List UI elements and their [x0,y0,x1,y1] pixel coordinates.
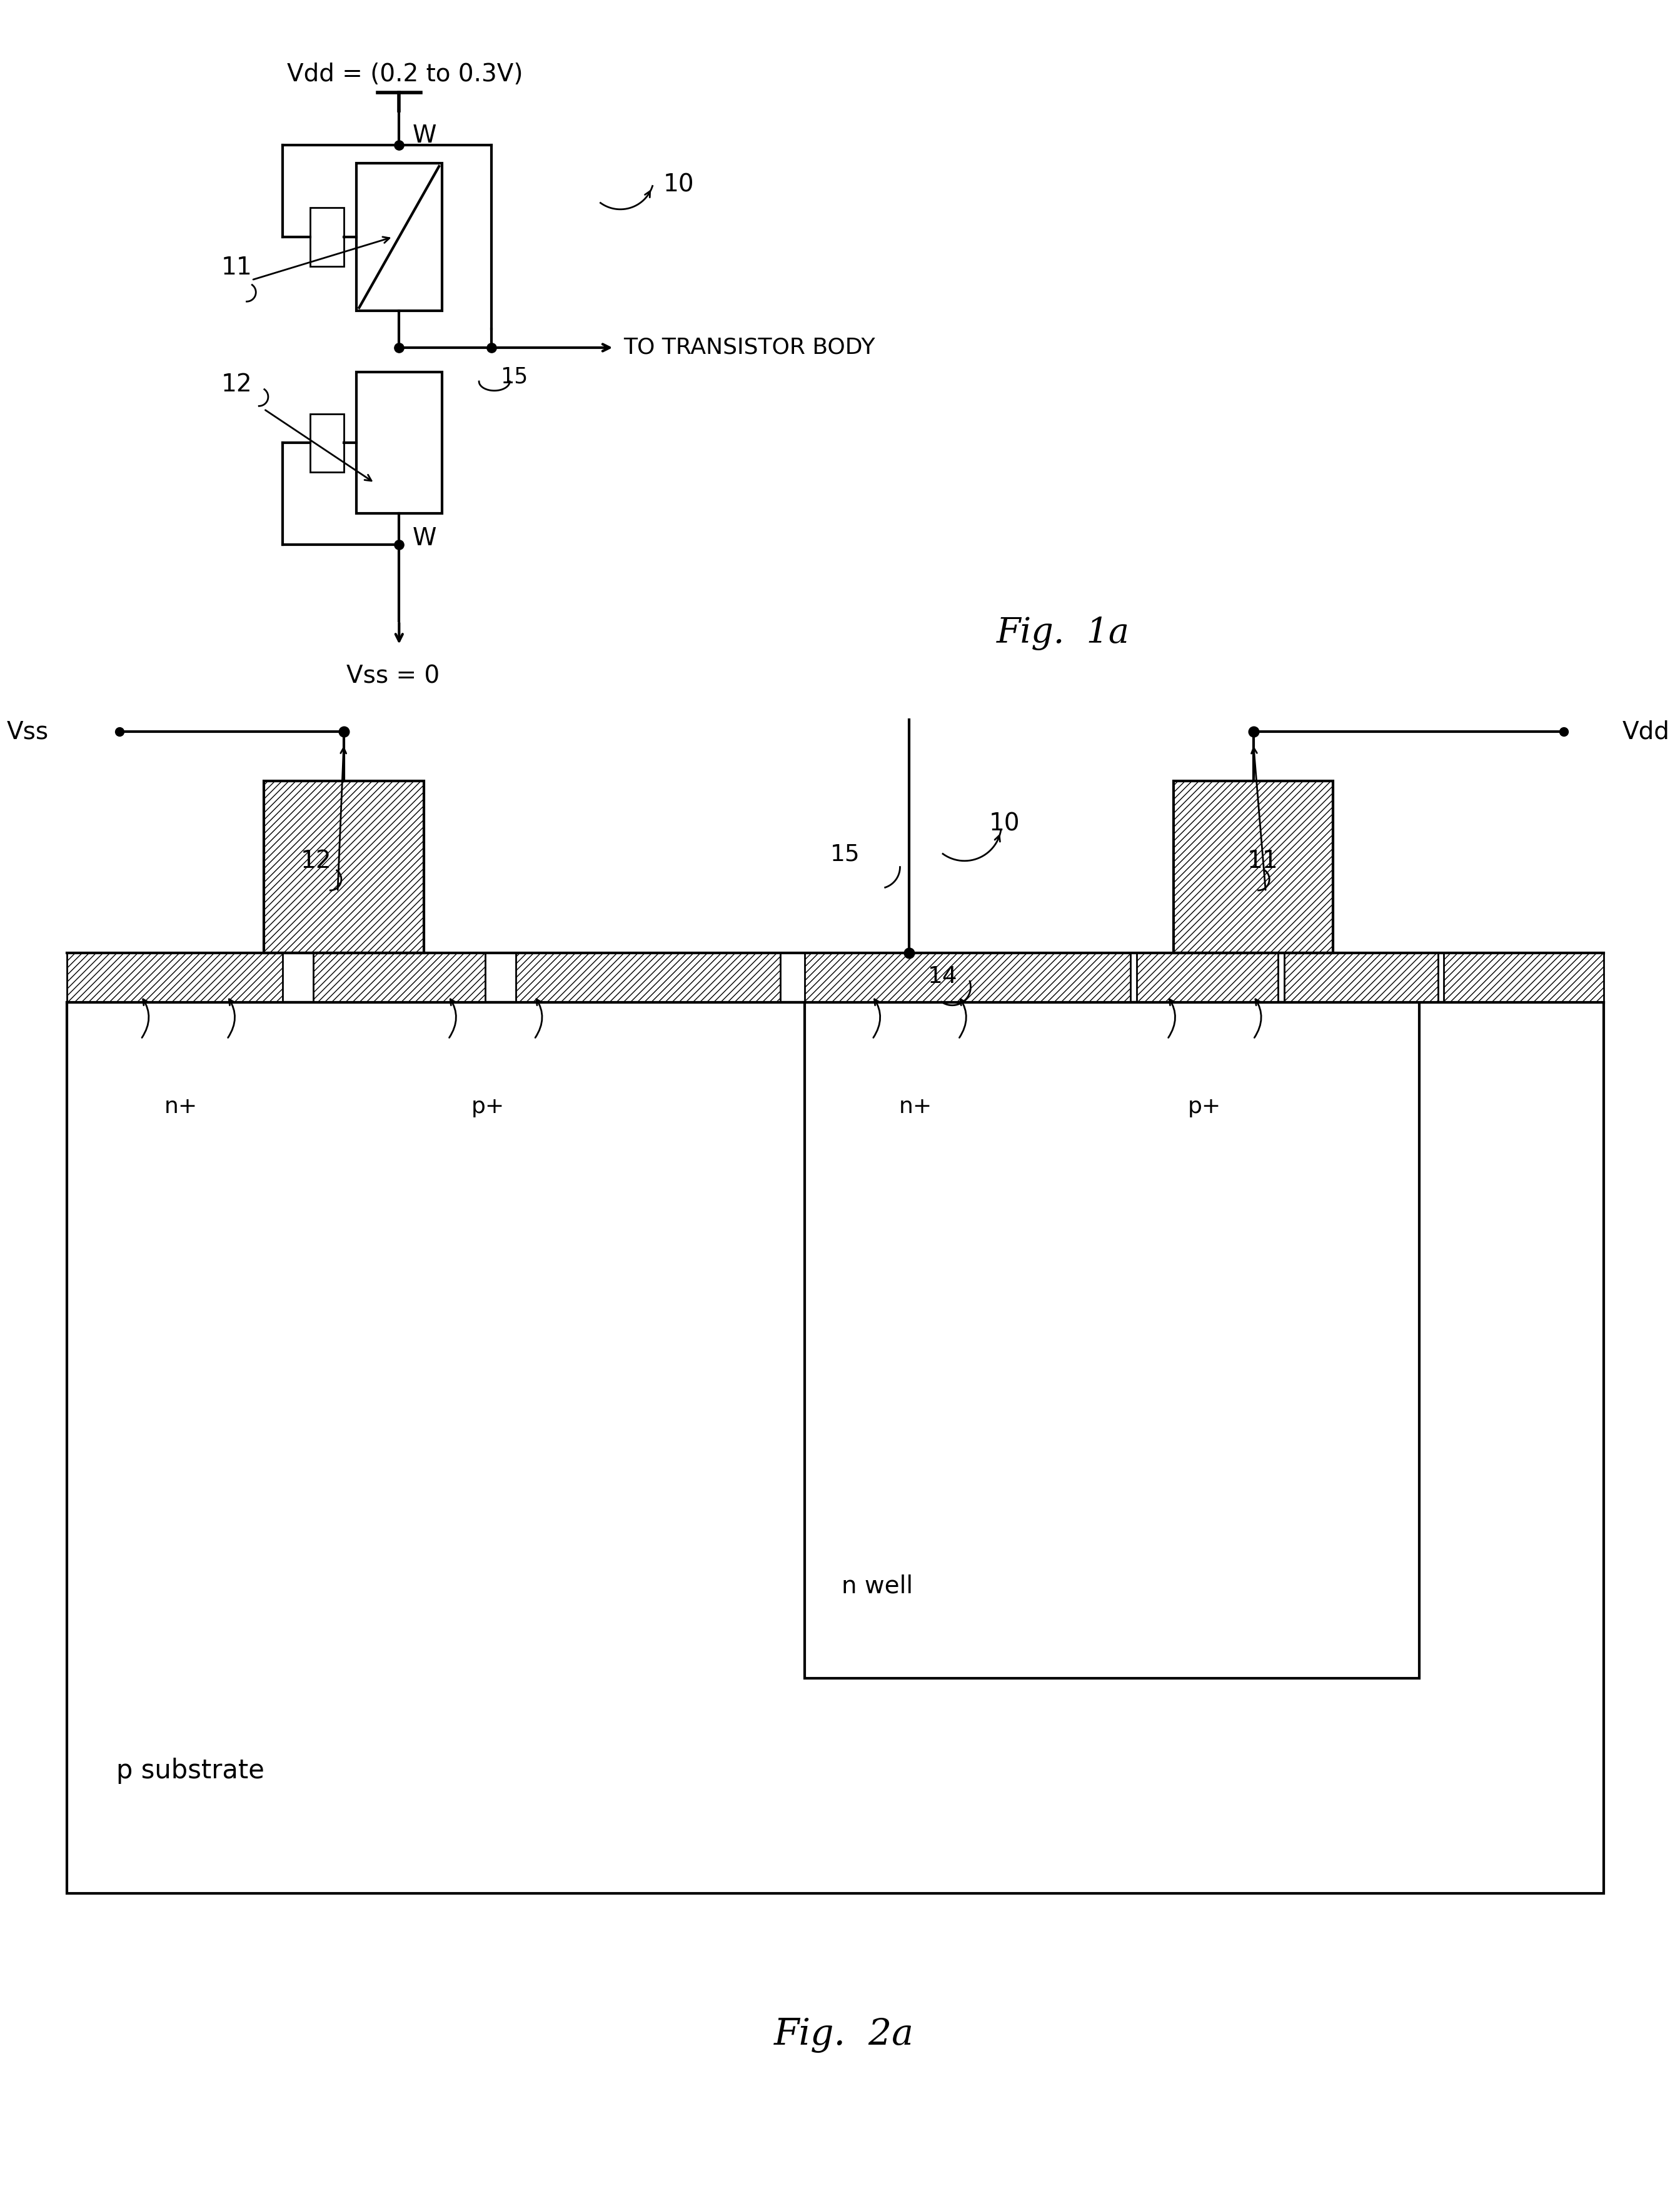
Bar [1174,780,1334,953]
Bar [1174,780,1334,953]
Bar [356,164,442,312]
Text: 12: 12 [301,849,331,873]
Bar [67,1002,1604,1893]
Text: W: W [413,526,437,551]
Text: 10: 10 [990,811,1020,836]
Text: p+: p+ [472,1097,506,1117]
Text: 11: 11 [1247,849,1278,873]
Text: Vss = 0: Vss = 0 [346,663,440,688]
Text: Vdd: Vdd [1623,721,1670,743]
Text: Fig.  2a: Fig. 2a [774,2016,914,2052]
Bar [805,953,1131,1002]
Bar [311,413,344,473]
Text: 10: 10 [664,172,694,197]
Bar [805,1002,1420,1678]
Bar [1443,953,1604,1002]
Text: Vdd = (0.2 to 0.3V): Vdd = (0.2 to 0.3V) [287,62,522,86]
Text: Fig.  1a: Fig. 1a [996,617,1129,650]
Text: Vss: Vss [7,721,49,743]
Bar [312,953,486,1002]
Bar [516,953,780,1002]
Bar [1284,953,1438,1002]
Text: 12: 12 [220,374,252,396]
Text: 15: 15 [830,842,860,867]
Bar [67,953,282,1002]
Bar [356,371,442,513]
Bar [264,780,423,953]
Bar [1137,953,1278,1002]
Text: TO TRANSISTOR BODY: TO TRANSISTOR BODY [623,336,875,358]
Text: 11: 11 [220,256,252,279]
Text: p substrate: p substrate [116,1758,264,1784]
Text: 15: 15 [501,367,528,387]
Text: W: W [413,124,437,148]
Text: n+: n+ [899,1097,932,1117]
Bar [264,780,423,953]
Bar [311,208,344,265]
Text: n+: n+ [165,1097,198,1117]
Text: n well: n well [842,1574,912,1599]
Text: p+: p+ [1188,1097,1221,1117]
Text: 14: 14 [927,966,958,988]
